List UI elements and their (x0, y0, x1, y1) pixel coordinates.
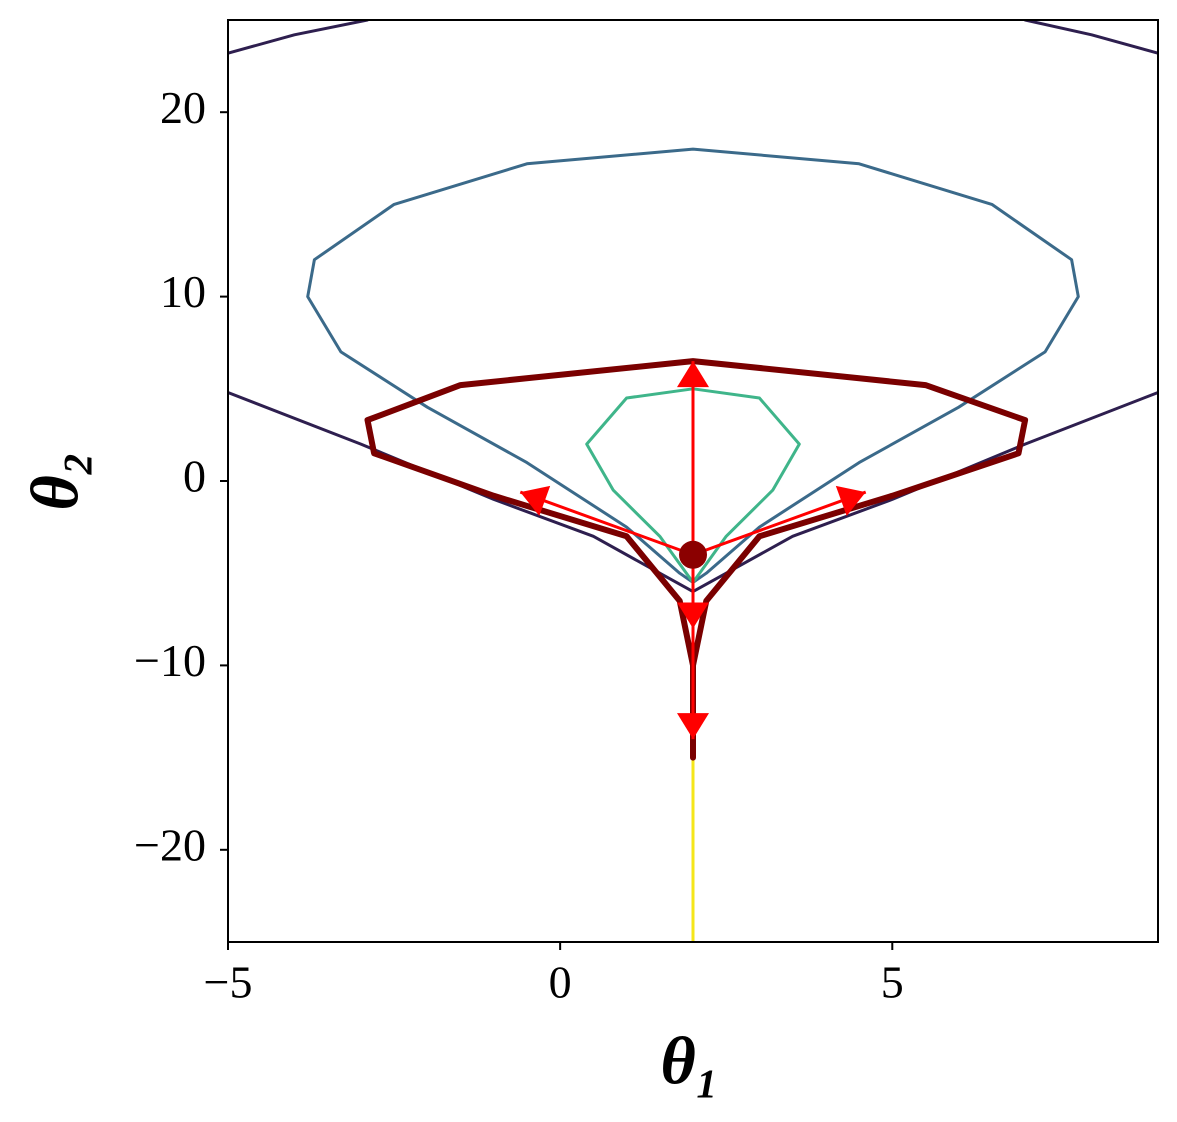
y-tick-label: −20 (134, 819, 206, 870)
y-axis-label: θ₂ (17, 451, 93, 510)
arrow-shaft (519, 490, 694, 557)
arrow-shaft (692, 490, 867, 557)
y-tick-label: −10 (134, 635, 206, 686)
arrow-head (520, 485, 551, 516)
y-tick-label: 10 (160, 266, 206, 317)
y-tick-label: 0 (183, 451, 206, 502)
arrow-head (677, 713, 709, 740)
x-tick-label: 5 (881, 957, 904, 1008)
x-tick-label: 0 (549, 957, 572, 1008)
contour-line (228, 20, 1158, 55)
y-tick-label: 20 (160, 82, 206, 133)
arrow-head (835, 485, 866, 516)
arrow-head (677, 361, 709, 388)
contour-line (364, 358, 1029, 761)
x-tick-label: −5 (204, 957, 253, 1008)
plot-area (228, 20, 1158, 942)
start-point (679, 540, 707, 569)
x-axis-label: θ₁ (660, 1023, 719, 1099)
